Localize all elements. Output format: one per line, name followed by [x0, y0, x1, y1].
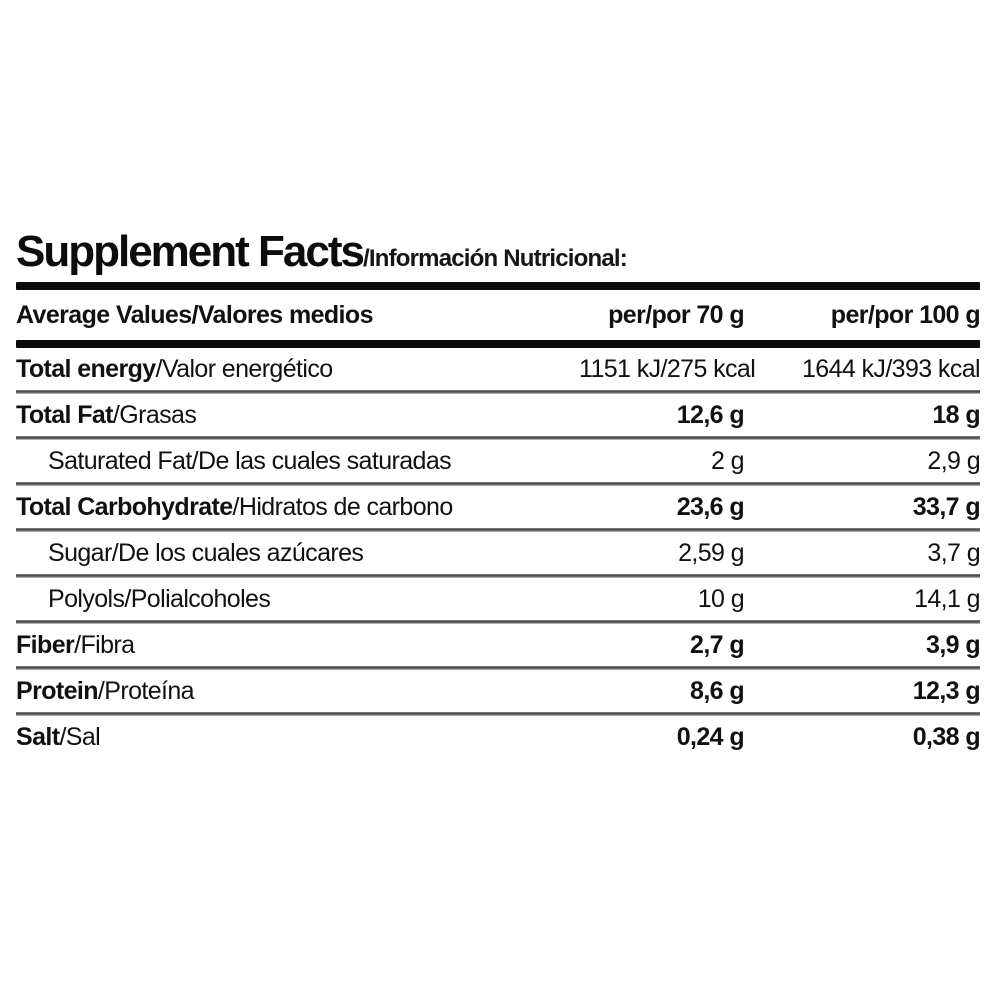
panel-title-line: Supplement Facts/Información Nutricional…: [16, 230, 980, 274]
table-row-salt: Salt/Sal 0,24 g 0,38 g: [16, 716, 981, 758]
table-row-protein: Protein/Proteína 8,6 g 12,3 g: [16, 670, 981, 712]
row-label-es: /Sal: [59, 722, 101, 751]
table-row-saturated-fat: Saturated Fat/De las cuales saturadas 2 …: [16, 440, 981, 482]
table-row-sugar: Sugar/De los cuales azúcares 2,59 g 3,7 …: [16, 532, 981, 574]
row-value-100g: 12,3 g: [912, 676, 981, 705]
row-label-en: Fiber: [16, 630, 75, 659]
row-label-es: Polyols/Polialcoholes: [48, 584, 271, 613]
row-separator: [16, 620, 980, 624]
row-label-en: Salt: [16, 722, 60, 751]
row-separator: [16, 712, 980, 716]
row-separator: [16, 482, 980, 486]
row-value-100g: 2,9 g: [927, 446, 980, 475]
divider-thick-header: [16, 340, 980, 348]
header-per-100g: per/por 100 g: [830, 300, 981, 329]
row-value-70g: 23,6 g: [676, 492, 745, 521]
row-separator: [16, 390, 980, 394]
row-label-es: /Grasas: [112, 400, 197, 429]
row-label-es: /Hidratos de carbono: [232, 492, 454, 521]
row-value-100g: 18 g: [932, 400, 980, 429]
row-value-100g: 14,1 g: [914, 584, 981, 613]
row-value-70g: 10 g: [697, 584, 745, 613]
row-label-en: Protein: [16, 676, 99, 705]
table-row-fiber: Fiber/Fibra 2,7 g 3,9 g: [16, 624, 981, 666]
row-value-100g: 3,9 g: [926, 630, 981, 659]
panel-subtitle: /Información Nutricional:: [362, 245, 628, 272]
header-average-values: Average Values/Valores medios: [16, 300, 373, 329]
row-separator: [16, 666, 980, 670]
row-label-es: /Valor energético: [155, 354, 334, 383]
row-label-es: Sugar/De los cuales azúcares: [48, 538, 364, 567]
panel-title: Supplement Facts: [16, 227, 365, 276]
row-label-en: Total Carbohydrate: [16, 492, 233, 521]
row-label-es: /Proteína: [97, 676, 195, 705]
row-label-es: Saturated Fat/De las cuales saturadas: [48, 446, 452, 475]
row-value-100g: 1644 kJ/393 kcal: [801, 354, 981, 383]
table-header-row: Average Values/Valores medios per/por 70…: [16, 290, 981, 340]
row-label-es: /Fibra: [74, 630, 135, 659]
table-row-total-fat: Total Fat/Grasas 12,6 g 18 g: [16, 394, 981, 436]
table-row-polyols: Polyols/Polialcoholes 10 g 14,1 g: [16, 578, 981, 620]
row-separator: [16, 436, 980, 440]
table-row-total-carbohydrate: Total Carbohydrate/Hidratos de carbono 2…: [16, 486, 981, 528]
divider-thick-top: [16, 282, 980, 290]
row-separator: [16, 528, 980, 532]
table-row-total-energy: Total energy/Valor energético 1151 kJ/27…: [16, 348, 981, 390]
row-value-70g: 1151 kJ/275 kcal: [579, 354, 756, 383]
row-value-70g: 12,6 g: [676, 400, 745, 429]
header-per-70g: per/por 70 g: [608, 300, 745, 329]
row-separator: [16, 574, 980, 578]
row-value-70g: 0,24 g: [676, 722, 745, 751]
row-value-70g: 8,6 g: [690, 676, 745, 705]
row-value-100g: 3,7 g: [927, 538, 980, 567]
row-value-70g: 2 g: [711, 446, 745, 475]
row-value-70g: 2,7 g: [690, 630, 745, 659]
row-value-100g: 0,38 g: [912, 722, 981, 751]
row-label-en: Total energy: [16, 354, 156, 383]
row-value-100g: 33,7 g: [912, 492, 981, 521]
row-value-70g: 2,59 g: [678, 538, 745, 567]
nutrition-facts-panel: Supplement Facts/Información Nutricional…: [16, 230, 981, 758]
row-label-en: Total Fat: [16, 400, 114, 429]
